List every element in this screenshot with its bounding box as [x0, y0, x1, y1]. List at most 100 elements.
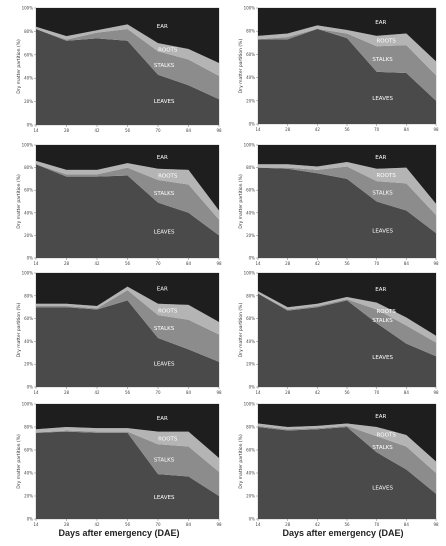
chart-panel: LEAVES STALKS ROOTS EAR 0% 20% 40% 60% 80% 100% 14…: [16, 271, 222, 396]
area-stalks: [36, 290, 219, 362]
y-axis-label: Dry matter partition (%): [238, 39, 244, 94]
y-tick-label: 40%: [24, 210, 33, 215]
y-tick-label: 80%: [24, 293, 33, 298]
y-tick-label: 40%: [246, 471, 255, 476]
x-tick-label: 98: [216, 522, 222, 527]
x-tick-label: 70: [155, 522, 161, 527]
chart-panel: LEAVES STALKS ROOTS EAR 0% 20% 40% 60% 80% 100% 14…: [238, 143, 439, 267]
y-tick-label: 60%: [24, 52, 33, 57]
x-tick-label: 42: [315, 522, 321, 527]
area-stalks: [36, 164, 219, 236]
y-tick-label: 20%: [24, 99, 33, 104]
area-roots: [36, 24, 219, 76]
area-ear: [36, 273, 219, 323]
x-tick-label: 84: [404, 522, 410, 527]
y-tick-label: 40%: [24, 76, 33, 81]
area-leaves: [36, 29, 219, 126]
area-roots: [36, 427, 219, 472]
y-axis-label: Dry matter partition (%): [238, 303, 244, 358]
band-label-stalks: STALKS: [154, 458, 175, 464]
y-tick-label: 100%: [244, 6, 256, 11]
x-tick-label: 14: [255, 261, 261, 266]
area-roots: [258, 291, 436, 343]
y-tick-label: 40%: [246, 210, 255, 215]
area-stalks: [258, 166, 436, 234]
x-tick-label: 28: [64, 390, 70, 395]
area-roots: [258, 25, 436, 76]
area-ear: [258, 273, 436, 336]
x-tick-label: 42: [94, 390, 100, 395]
x-tick-label: 56: [125, 522, 131, 527]
band-label-leaves: LEAVES: [154, 495, 175, 501]
x-tick-label: 70: [155, 128, 161, 133]
x-axis-label-right: Days after emergency (DAE): [282, 528, 403, 538]
x-tick-label: 28: [285, 390, 291, 395]
area-stalks: [258, 293, 436, 357]
area-roots: [258, 423, 436, 473]
band-label-stalks: STALKS: [154, 326, 175, 332]
y-tick-label: 0%: [249, 385, 256, 390]
band-label-ear: EAR: [375, 155, 386, 161]
area-stalks: [36, 430, 219, 496]
band-label-roots: ROOTS: [158, 436, 178, 442]
y-tick-label: 60%: [24, 316, 33, 321]
area-leaves: [36, 431, 219, 519]
area-leaves: [258, 427, 436, 519]
x-tick-label: 84: [186, 128, 192, 133]
x-tick-label: 14: [255, 390, 261, 395]
x-tick-label: 84: [404, 261, 410, 266]
area-roots: [36, 286, 219, 335]
y-tick-label: 80%: [24, 425, 33, 430]
x-tick-label: 70: [155, 261, 161, 266]
area-ear: [258, 8, 436, 62]
chart-panel: LEAVES STALKS ROOTS EAR 0% 20% 40% 60% 80% 100% 14…: [16, 6, 222, 134]
y-axis-label: Dry matter partition (%): [238, 174, 244, 229]
x-tick-label: 56: [125, 261, 131, 266]
x-tick-label: 84: [186, 522, 192, 527]
band-label-stalks: STALKS: [372, 190, 393, 196]
y-axis-label: Dry matter partition (%): [16, 174, 22, 229]
x-tick-label: 70: [374, 522, 380, 527]
band-label-roots: ROOTS: [376, 39, 396, 45]
area-ear: [36, 404, 219, 459]
x-tick-label: 14: [255, 127, 261, 132]
x-tick-label: 98: [216, 128, 222, 133]
band-label-leaves: LEAVES: [372, 229, 393, 235]
band-label-stalks: STALKS: [372, 318, 393, 324]
x-tick-label: 42: [94, 261, 100, 266]
area-leaves: [36, 164, 219, 258]
chart-panel: LEAVES STALKS ROOTS EAR 0% 20% 40% 60% 80% 100% 14…: [16, 402, 222, 528]
x-tick-label: 84: [404, 390, 410, 395]
band-label-leaves: LEAVES: [154, 99, 175, 105]
y-tick-label: 100%: [22, 6, 34, 11]
chart-panel: LEAVES STALKS ROOTS EAR 0% 20% 40% 60% 80% 100% 14…: [16, 143, 222, 267]
y-tick-label: 100%: [244, 402, 256, 407]
x-tick-label: 84: [404, 127, 410, 132]
band-label-ear: EAR: [375, 20, 386, 26]
area-stalks: [258, 425, 436, 494]
y-tick-label: 60%: [246, 448, 255, 453]
band-label-roots: ROOTS: [376, 309, 396, 315]
y-tick-label: 40%: [246, 75, 255, 80]
chart-panel: LEAVES STALKS ROOTS EAR 0% 20% 40% 60% 80% 100% 14…: [238, 402, 439, 528]
chart-panel: LEAVES STALKS ROOTS EAR 0% 20% 40% 60% 80% 100% 14…: [238, 6, 439, 133]
y-tick-label: 0%: [249, 122, 256, 127]
x-tick-label: 28: [64, 261, 70, 266]
x-tick-label: 42: [94, 522, 100, 527]
x-tick-label: 42: [315, 390, 321, 395]
y-tick-label: 0%: [249, 256, 256, 261]
y-axis-label: Dry matter partition (%): [16, 303, 22, 358]
band-label-stalks: STALKS: [154, 191, 175, 197]
x-tick-label: 14: [33, 390, 39, 395]
y-tick-label: 80%: [246, 293, 255, 298]
y-tick-label: 20%: [246, 233, 255, 238]
band-label-leaves: LEAVES: [154, 362, 175, 368]
y-tick-label: 0%: [27, 385, 34, 390]
y-axis-label: Dry matter partition (%): [238, 434, 244, 489]
band-label-leaves: LEAVES: [372, 485, 393, 491]
x-tick-label: 28: [285, 127, 291, 132]
x-tick-label: 56: [344, 522, 350, 527]
x-axis-label-left: Days after emergency (DAE): [58, 528, 179, 538]
area-leaves: [258, 28, 436, 125]
area-leaves: [258, 293, 436, 387]
